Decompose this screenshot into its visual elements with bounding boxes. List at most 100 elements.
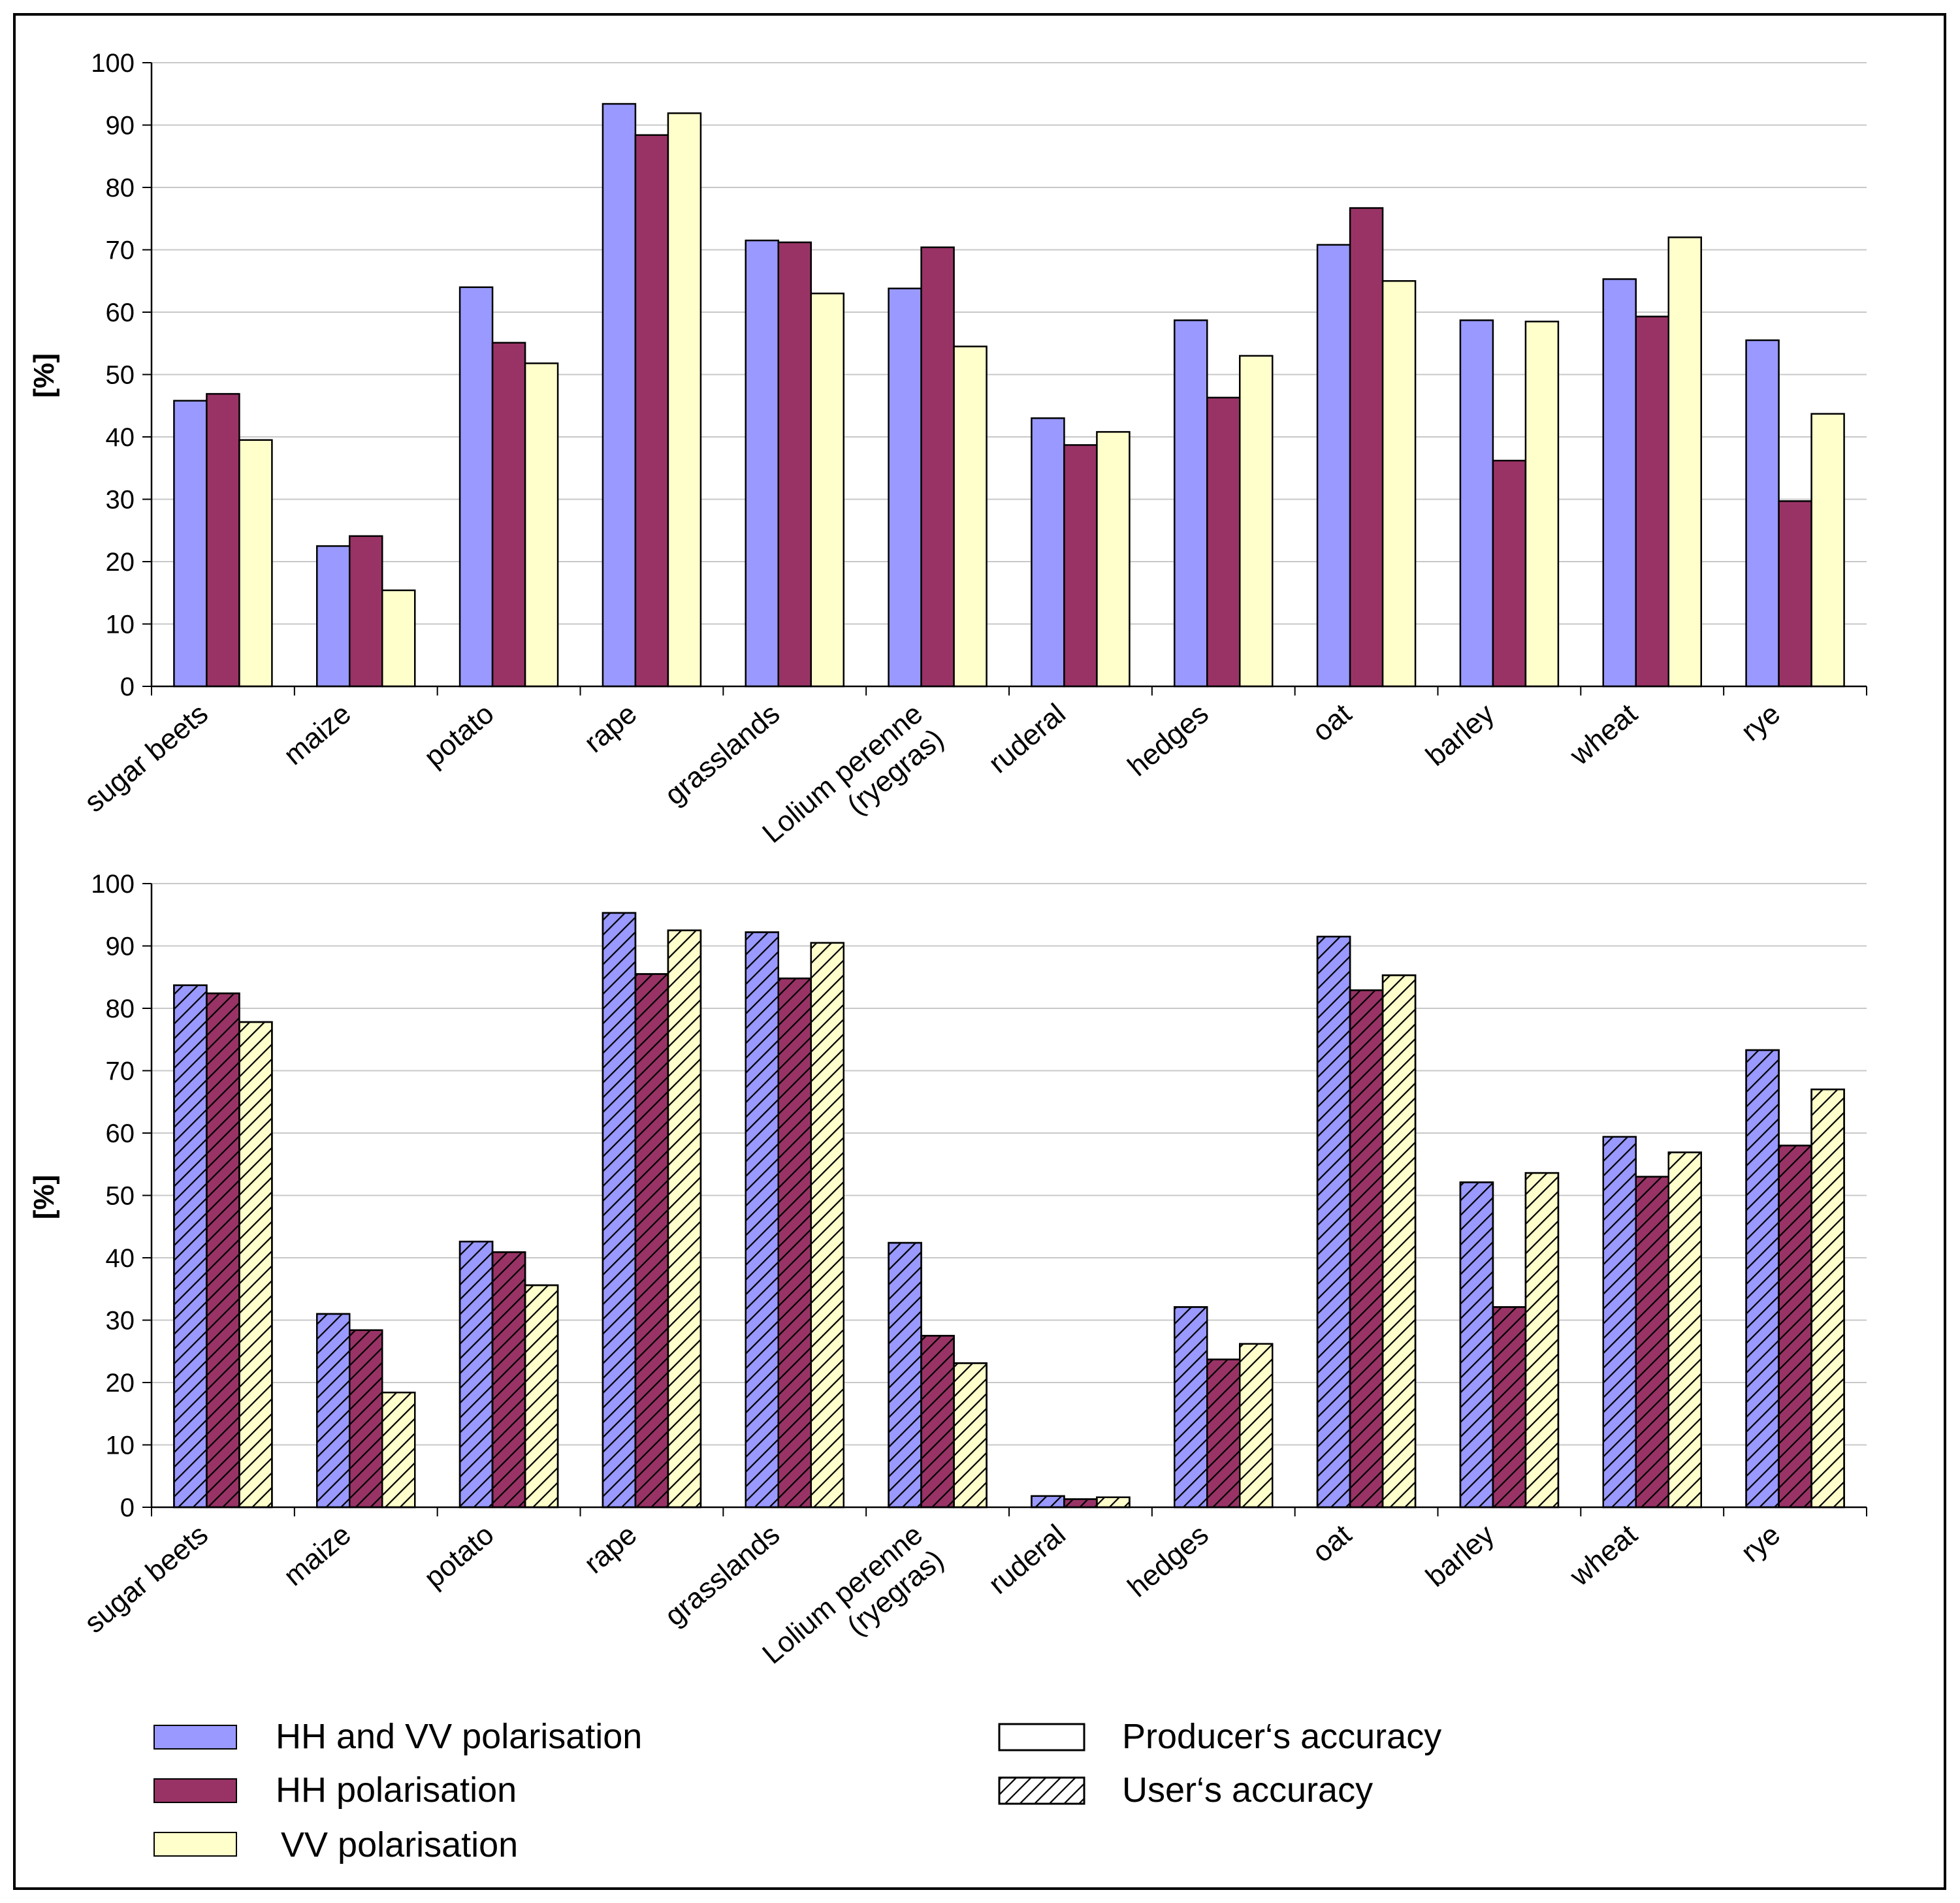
legend-item-producers-accuracy: Producer‘s accuracy (998, 1717, 1441, 1756)
bottom-chart-y-axis-label: [%] (28, 1175, 60, 1219)
figure-frame (13, 13, 1946, 1890)
bar-hatch-vv (1810, 1088, 1845, 1509)
bar-hh (634, 134, 669, 688)
bottom-chart-y-tick-labels: 0 10 20 30 40 50 60 70 80 90 100 (91, 870, 135, 1522)
y-tick-label: 70 (106, 1057, 135, 1086)
bar-hatch-hh-vv (602, 912, 637, 1509)
bar-hh-vv (1602, 278, 1637, 688)
bar-hatch-vv (1096, 1496, 1131, 1509)
legend: HH and VV polarisation HH polarisation V… (153, 1717, 1441, 1864)
bar-hatch-hh (206, 992, 240, 1509)
legend-swatch-vv (153, 1832, 237, 1857)
y-tick-label: 60 (106, 298, 135, 327)
legend-swatch-hh (153, 1778, 237, 1803)
bar-hh-vv (173, 400, 208, 688)
bar-hatch-hh (1778, 1144, 1812, 1509)
bar-hatch-vv (667, 929, 702, 1509)
bar-hatch-hh (1349, 989, 1384, 1509)
bar-hatch-hh (777, 977, 812, 1509)
bar-hh-vv (1031, 417, 1065, 688)
bar-hatch-hh-vv (1745, 1049, 1780, 1509)
bar-hh (920, 246, 955, 688)
bar-hh-vv (745, 239, 779, 688)
legend-item-hh-vv: HH and VV polarisation (153, 1717, 642, 1756)
y-tick-label: 100 (91, 870, 135, 899)
y-tick-label: 30 (106, 486, 135, 515)
bar-hatch-hh (920, 1335, 955, 1509)
top-chart-y-tick-labels: 0 10 20 30 40 50 60 70 80 90 100 (91, 49, 135, 701)
bar-hh-vv (1316, 244, 1351, 688)
bar-hatch-vv (953, 1362, 988, 1509)
bar-hatch-hh (1492, 1306, 1527, 1509)
bar-hatch-hh-vv (1316, 935, 1351, 1509)
bar-hh-vv (602, 103, 637, 688)
bar-hatch-hh-vv (1031, 1495, 1065, 1509)
bar-hh (1349, 207, 1384, 688)
y-tick-label: 80 (106, 174, 135, 202)
bar-hatch-vv (524, 1284, 559, 1509)
legend-swatch-solid (998, 1723, 1085, 1751)
bar-vv (381, 589, 416, 688)
legend-item-hh: HH polarisation (153, 1770, 517, 1810)
bar-hatch-hh (491, 1251, 526, 1509)
bar-hh (1635, 315, 1669, 688)
bottom-chart-gridlines (152, 883, 1867, 1446)
bar-hatch-vv (1239, 1343, 1274, 1509)
y-tick-label: 20 (106, 548, 135, 577)
y-tick-label: 0 (120, 1494, 135, 1522)
bar-hh-vv (1459, 319, 1494, 688)
bar-hatch-hh-vv (1174, 1306, 1208, 1509)
y-tick-label: 90 (106, 933, 135, 961)
bar-hatch-vv (238, 1021, 273, 1509)
bar-vv (524, 362, 559, 688)
bottom-chart-axes (142, 883, 1867, 1516)
bar-hh (206, 392, 240, 688)
legend-label-hh-vv: HH and VV polarisation (276, 1717, 642, 1756)
y-tick-label: 80 (106, 995, 135, 1023)
legend-swatch-hatched (998, 1776, 1085, 1805)
bar-hh-vv (1745, 339, 1780, 688)
bar-hatch-hh (1635, 1175, 1669, 1509)
bar-hh-vv (316, 545, 351, 688)
legend-item-vv: VV polarisation (153, 1825, 518, 1864)
top-chart-gridlines (152, 62, 1867, 625)
y-tick-label: 100 (91, 49, 135, 78)
bar-hatch-vv (1667, 1151, 1702, 1509)
y-tick-label: 90 (106, 112, 135, 140)
y-tick-label: 0 (120, 673, 135, 701)
bar-hh (1492, 460, 1527, 688)
y-tick-label: 70 (106, 236, 135, 265)
bar-hatch-vv (1524, 1172, 1560, 1509)
bar-hatch-hh-vv (745, 931, 779, 1509)
bar-hatch-hh-vv (888, 1241, 922, 1509)
top-chart-y-axis-label: [%] (28, 353, 60, 398)
legend-label-hh: HH polarisation (276, 1770, 517, 1810)
bar-hatch-vv (1381, 974, 1417, 1509)
y-tick-label: 30 (106, 1307, 135, 1335)
bar-hh (777, 241, 812, 688)
bar-hatch-hh (1063, 1498, 1098, 1509)
bar-vv (667, 112, 702, 688)
bar-hatch-hh-vv (458, 1240, 494, 1509)
bar-hatch-hh-vv (316, 1313, 351, 1509)
bar-hh (491, 342, 526, 688)
bar-hh-vv (458, 286, 494, 688)
bar-hh (1778, 500, 1812, 688)
bar-hatch-hh-vv (1602, 1136, 1637, 1509)
top-chart-axes (142, 62, 1867, 696)
y-tick-label: 60 (106, 1119, 135, 1148)
legend-swatch-hh-vv (153, 1725, 237, 1750)
bar-hatch-hh-vv (1459, 1181, 1494, 1509)
y-tick-label: 20 (106, 1369, 135, 1398)
bar-vv (238, 439, 273, 688)
bar-hatch-vv (810, 942, 844, 1509)
y-tick-label: 40 (106, 1244, 135, 1273)
bar-hh-vv (888, 287, 922, 688)
bar-vv (1524, 321, 1560, 688)
y-tick-label: 10 (106, 1431, 135, 1460)
bar-hatch-hh (1206, 1358, 1241, 1509)
legend-label-users-accuracy: User‘s accuracy (1122, 1770, 1373, 1810)
